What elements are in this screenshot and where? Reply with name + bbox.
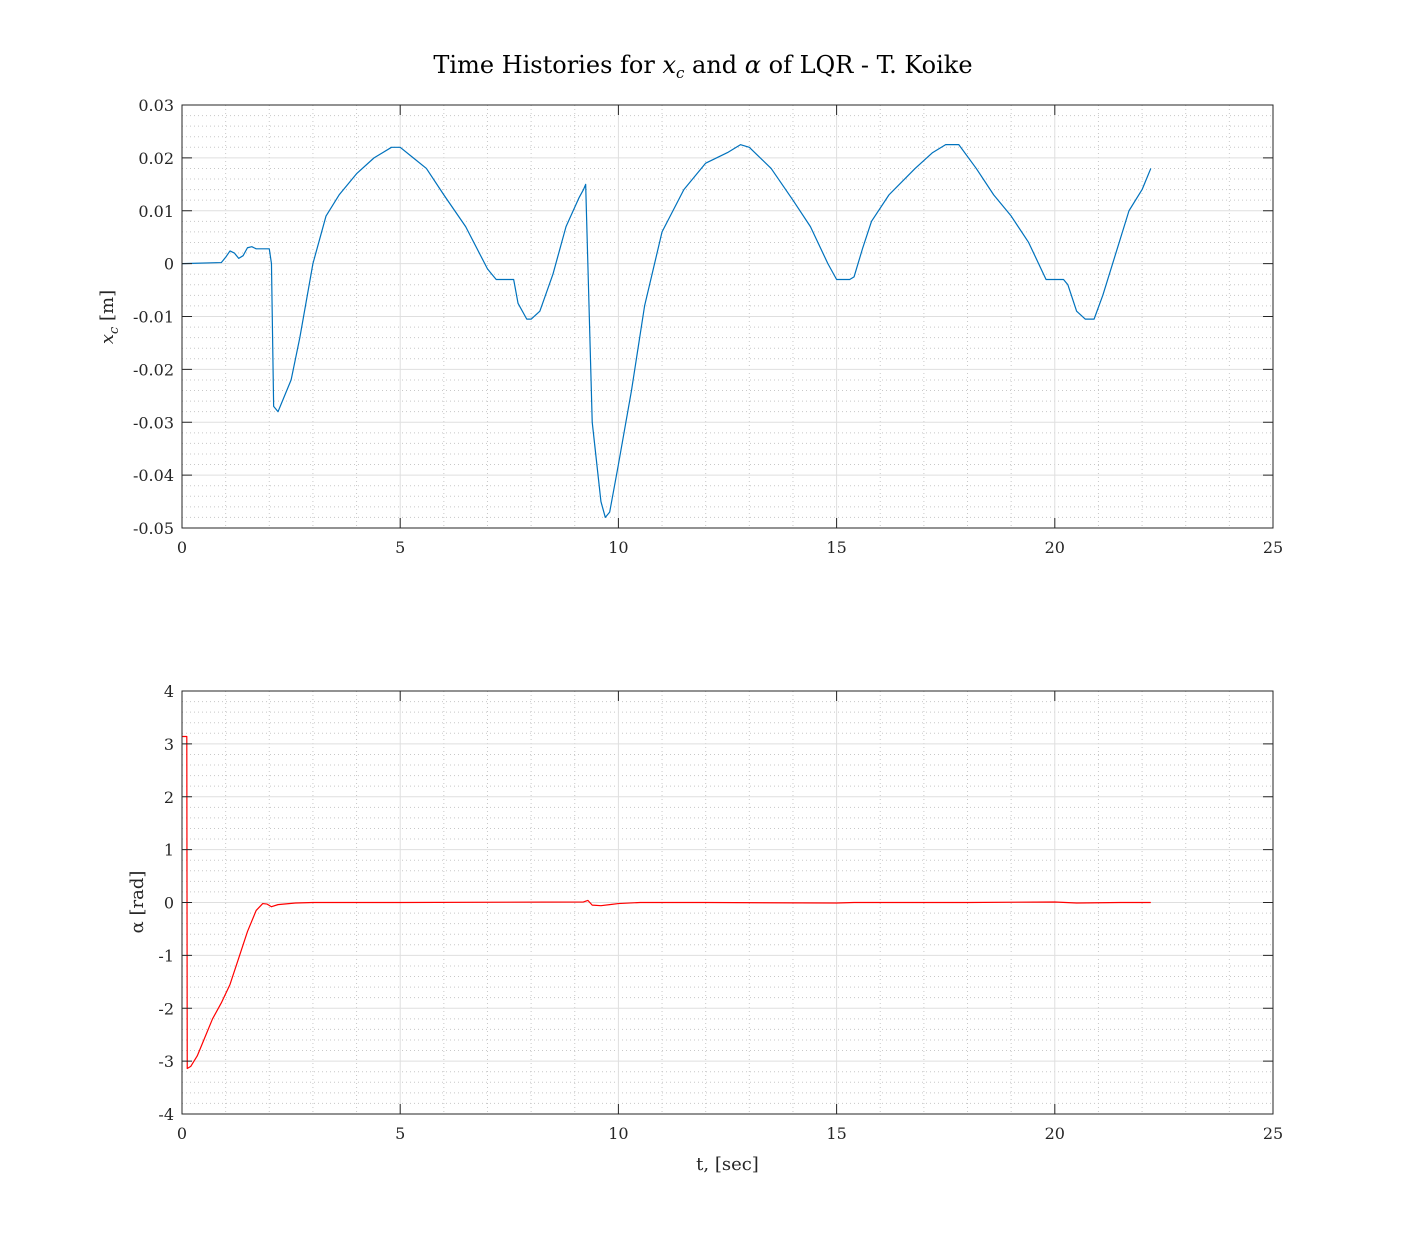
xc-x-tick-label: 25 <box>1263 538 1283 557</box>
alpha-y-axis-label: α [rad] <box>127 871 148 934</box>
xc-series-line <box>181 144 1152 519</box>
alpha-y-tick-label: -3 <box>158 1052 174 1071</box>
xc-y-tick-label: 0.03 <box>138 96 174 115</box>
xc-y-tick-label: -0.02 <box>133 360 174 379</box>
xc-x-tick-label: 5 <box>395 538 405 557</box>
xc-y-tick-label: -0.05 <box>133 519 174 538</box>
alpha-y-tick-label: -4 <box>158 1105 174 1124</box>
xc-y-tick-label: 0 <box>164 255 174 274</box>
xc-y-tick-label: -0.01 <box>133 308 174 327</box>
alpha-y-tick-label: 2 <box>164 788 174 807</box>
alpha-x-tick-label: 5 <box>395 1124 405 1143</box>
xc-y-tick-label: 0.01 <box>138 202 174 221</box>
xc-y-tick-label: -0.04 <box>133 466 174 485</box>
xc-x-tick-label: 0 <box>177 538 187 557</box>
alpha-y-tick-label: -1 <box>158 946 174 965</box>
xc-y-axis-label: xc [m] <box>97 290 122 344</box>
xc-x-tick-label: 20 <box>1045 538 1065 557</box>
alpha-x-tick-label: 20 <box>1045 1124 1065 1143</box>
figure-title: Time Histories for xc and α of LQR - T. … <box>433 51 972 82</box>
xc-y-tick-label: 0.02 <box>138 149 174 168</box>
alpha-x-tick-label: 15 <box>826 1124 846 1143</box>
alpha-x-tick-label: 0 <box>177 1124 187 1143</box>
xc-subplot: 0 5 10 15 20 25 -0.05 -0.04 -0.03 -0.02 -0.01 0 0.01… <box>97 96 1283 557</box>
alpha-y-tick-label: -2 <box>158 999 174 1018</box>
alpha-y-tick-label: 0 <box>164 894 174 913</box>
xc-x-tick-label: 10 <box>608 538 628 557</box>
alpha-x-tick-label: 10 <box>608 1124 628 1143</box>
xc-x-tick-label: 15 <box>826 538 846 557</box>
alpha-y-tick-label: 4 <box>164 682 174 701</box>
alpha-y-tick-label: 3 <box>164 735 174 754</box>
alpha-subplot: 0 5 10 15 20 25 -4 -3 -2 -1 0 1 2 3 4 α [rad] t, [sec] <box>127 682 1283 1175</box>
alpha-y-tick-label: 1 <box>164 841 174 860</box>
xc-y-tick-label: -0.03 <box>133 413 174 432</box>
alpha-x-tick-label: 25 <box>1263 1124 1283 1143</box>
alpha-series-line <box>182 735 1151 1070</box>
alpha-x-axis-label: t, [sec] <box>696 1154 759 1175</box>
